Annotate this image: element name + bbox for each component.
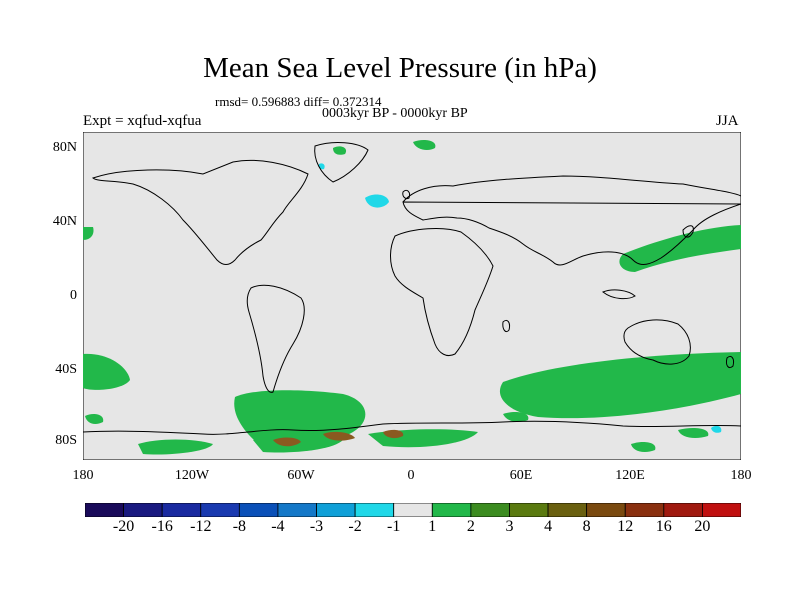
colorbar-label: 20 [694, 518, 711, 535]
coast-north-america [91, 159, 309, 265]
colorbar-box [702, 503, 741, 517]
experiment-label: Expt = xqfud-xqfua [83, 113, 202, 129]
lat-label-80s: 80S [55, 433, 77, 448]
colorbar-label: 4 [544, 518, 553, 535]
north-pacific-west-patch [83, 227, 94, 240]
greenland-negative [318, 163, 325, 170]
colorbar-label: 2 [466, 518, 475, 535]
colorbar-label: -12 [190, 518, 212, 535]
lon-label-60w: 60W [287, 468, 315, 483]
small-patch-4 [678, 428, 709, 438]
lon-label-120e: 120E [615, 468, 645, 483]
lon-label-60e: 60E [509, 468, 533, 483]
map-panel [83, 132, 741, 460]
coastlines [83, 142, 741, 435]
colorbar [85, 503, 741, 517]
lat-label-40n: 40N [52, 214, 77, 229]
ross-sea-negative [711, 425, 722, 433]
colorbar-box [354, 503, 395, 517]
colorbar-label: 16 [655, 518, 672, 535]
colorbar-box [238, 503, 279, 517]
colorbar-label: -4 [271, 518, 285, 535]
south-pacific-east-patch [83, 353, 130, 390]
colorbar-label: -16 [151, 518, 173, 535]
small-patch-3 [631, 442, 656, 452]
north-pacific-patch [619, 225, 741, 272]
antarctic-patch-west [138, 439, 213, 455]
lon-label-120w: 120W [174, 468, 210, 483]
stats-text: rmsd= 0.596883 diff= 0.372314 [215, 94, 382, 109]
colorbar-label: 1 [428, 518, 437, 535]
small-patch-1 [85, 414, 104, 424]
colorbar-box [123, 503, 163, 517]
season-label: JJA [716, 113, 739, 129]
colorbar-label: 8 [582, 518, 591, 535]
colorbar-box [586, 503, 626, 517]
colorbar-label: -2 [348, 518, 362, 535]
coast-africa [390, 228, 494, 357]
coast-australia [623, 319, 691, 365]
coast-uk [402, 189, 410, 199]
lon-label-180e: 180 [730, 468, 752, 483]
indian-ocean-patch [499, 352, 741, 419]
coast-europe-asia [402, 175, 741, 266]
coast-greenland [314, 142, 369, 183]
colorbar-box [547, 503, 588, 517]
colorbar-box [624, 503, 665, 517]
colorbar-box [470, 503, 510, 517]
small-patch-2 [503, 412, 529, 422]
coast-indonesia [602, 289, 636, 300]
coast-madagascar [502, 319, 510, 333]
colorbar-label: 12 [617, 518, 634, 535]
coast-south-america [246, 284, 305, 393]
brown-anomaly-regions [273, 429, 404, 447]
colorbar-label: -1 [387, 518, 401, 535]
colorbar-box [509, 503, 549, 517]
lat-label-40s: 40S [55, 362, 77, 377]
coast-antarctica [83, 420, 741, 435]
colorbar-label: -20 [112, 518, 135, 535]
colorbar-box [161, 503, 202, 517]
greenland-patch [333, 146, 347, 155]
coast-japan [682, 225, 694, 238]
negative-anomaly-regions [318, 163, 722, 433]
colorbar-label: 3 [505, 518, 514, 535]
antarctic-brown-1 [273, 437, 301, 447]
colorbar-box [431, 503, 472, 517]
lon-label-180w: 180 [72, 468, 94, 483]
arctic-patch [413, 140, 436, 150]
antarctic-brown-2 [323, 431, 355, 441]
colorbar-box [316, 503, 356, 517]
lat-label-0: 0 [70, 288, 77, 303]
map-title: Mean Sea Level Pressure (in hPa) [203, 52, 597, 84]
period-text: 0003kyr BP - 0000kyr BP [322, 106, 468, 121]
antarctic-brown-3 [383, 429, 404, 439]
colorbar-box [663, 503, 703, 517]
coast-new-zealand [726, 355, 734, 369]
colorbar-box [85, 503, 124, 517]
colorbar-box [200, 503, 240, 517]
colorbar-label: -3 [309, 518, 324, 535]
north-atlantic-negative [365, 194, 389, 208]
lat-label-80n: 80N [52, 140, 77, 155]
lon-label-0: 0 [407, 468, 415, 483]
colorbar-label: -8 [232, 518, 247, 535]
colorbar-box [393, 503, 433, 517]
colorbar-box [277, 503, 317, 517]
